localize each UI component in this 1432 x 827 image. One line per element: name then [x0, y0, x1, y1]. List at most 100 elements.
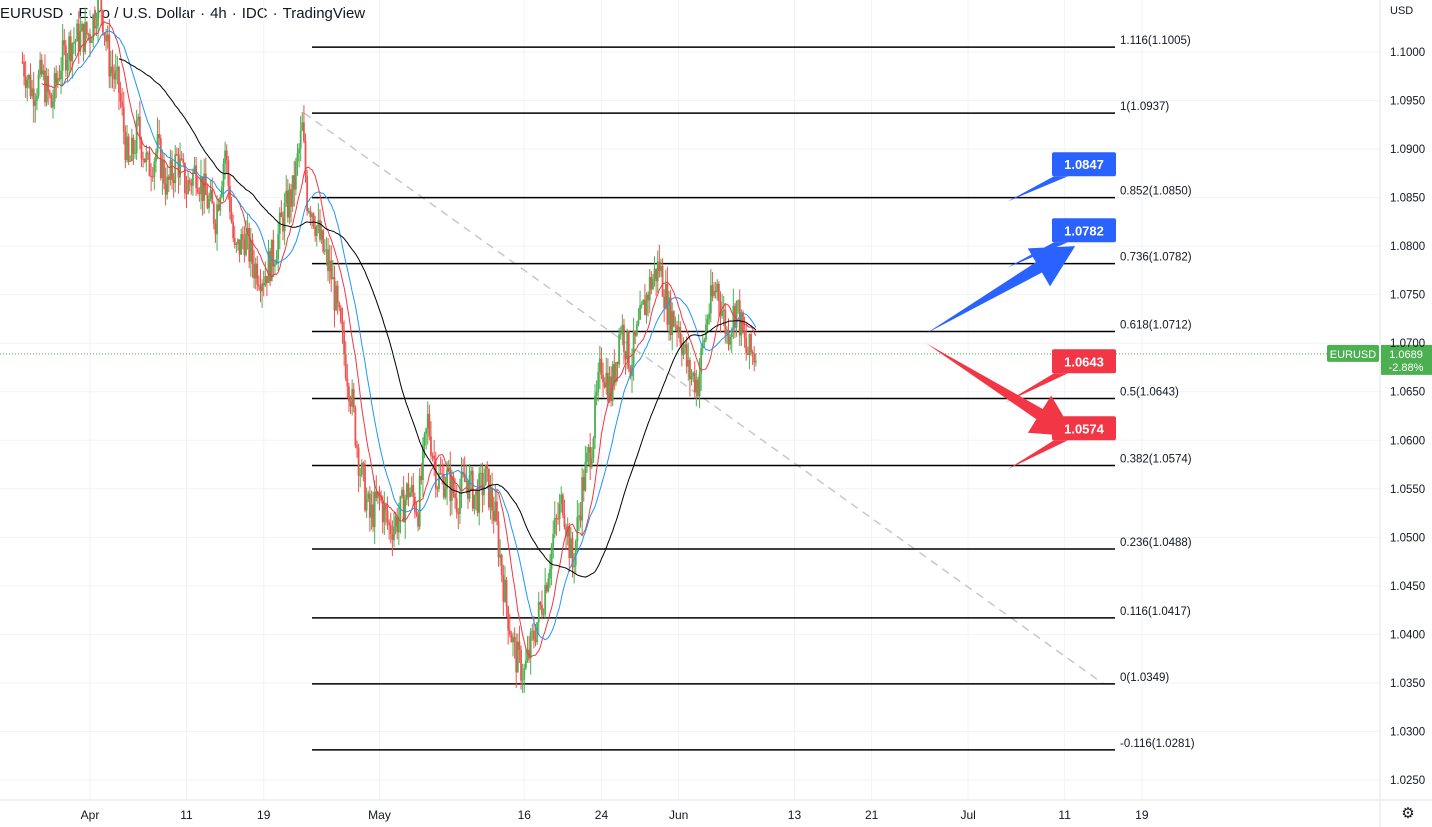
candle-body — [314, 226, 317, 236]
callout-label: 1.0782 — [1064, 223, 1104, 238]
fib-level-label: 1.116(1.1005) — [1120, 35, 1191, 47]
candle-body — [48, 91, 51, 95]
candle-body — [163, 159, 165, 184]
candle-body — [671, 311, 674, 336]
candle-body — [650, 276, 653, 290]
price-callouts[interactable]: 1.0847 1.0782 1.0643 1.0574 — [1005, 152, 1116, 470]
forecast-arrows[interactable] — [926, 246, 1076, 437]
candle-body — [505, 579, 508, 607]
candle-body — [558, 503, 561, 520]
gear-icon[interactable]: ⚙ — [1401, 805, 1415, 822]
candle-body — [360, 462, 363, 475]
candle-body — [499, 554, 502, 558]
candle-body — [153, 161, 156, 178]
candle-body — [428, 413, 431, 437]
candle-body — [732, 305, 735, 330]
candle-body — [542, 614, 545, 616]
candle-body — [520, 649, 522, 681]
price-tick-label: 1.0650 — [1390, 387, 1425, 399]
candle-body — [643, 299, 646, 316]
candle-body — [438, 473, 440, 489]
candle-body — [44, 70, 46, 103]
candle-body — [343, 329, 346, 355]
candle-body — [306, 176, 309, 212]
candle-body — [359, 474, 362, 476]
candle-body — [103, 32, 106, 36]
candle-body — [42, 70, 45, 75]
candle-body — [549, 568, 551, 579]
candle-body — [110, 66, 112, 77]
candle-body — [325, 249, 328, 251]
candle-body — [483, 485, 485, 496]
candle-body — [407, 483, 410, 497]
candle-body — [87, 33, 90, 35]
candle-body — [648, 276, 651, 301]
candle-body — [672, 311, 675, 327]
candle-body — [24, 76, 27, 88]
candle-body — [274, 264, 276, 267]
candle-body — [52, 101, 54, 108]
candle-body — [645, 294, 648, 316]
candle-body — [713, 290, 715, 297]
candle-body — [663, 296, 666, 309]
candle-body — [618, 334, 621, 365]
candle-body — [693, 372, 696, 393]
candle-body — [615, 362, 617, 383]
candle-body — [187, 180, 190, 194]
candle-body — [668, 297, 670, 325]
candle-body — [119, 93, 122, 102]
candle-body — [352, 389, 355, 408]
candle-body — [492, 510, 495, 521]
candle-body — [167, 176, 170, 180]
candle-body — [311, 213, 313, 217]
candle-body — [409, 492, 411, 497]
candle-body — [616, 362, 619, 365]
candle-body — [586, 452, 588, 462]
candle-body — [500, 554, 503, 575]
candle-body — [391, 534, 394, 540]
candle-body — [682, 347, 685, 355]
currency-label[interactable]: USD — [1390, 5, 1414, 17]
fibonacci-retracement[interactable]: 1.116(1.1005) 1(1.0937) 0.852(1.0850) 0.736… — [312, 35, 1195, 751]
price-axis[interactable]: 1.1000 1.0950 1.0900 1.0850 1.0800 1.0750 1.07… — [1379, 0, 1425, 827]
candle-body — [39, 59, 42, 75]
candle-body — [105, 35, 107, 42]
candle-body — [66, 59, 69, 71]
candle-body — [245, 233, 247, 256]
candle-body — [36, 95, 38, 101]
candle-body — [639, 305, 641, 320]
candle-body — [595, 391, 598, 396]
candle-body — [158, 134, 161, 139]
time-axis[interactable]: Apr 11 19 May 16 24 Jun 13 21 Jul 11 19 — [0, 799, 1432, 822]
symbol-label[interactable]: EURUSD — [0, 5, 64, 22]
price-badge — [1381, 344, 1432, 375]
candle-body — [182, 159, 185, 164]
candle-body — [420, 475, 423, 481]
callout-pointer — [1007, 176, 1068, 202]
candle-body — [568, 526, 571, 559]
candle-body — [703, 339, 706, 343]
candle-body — [92, 14, 95, 41]
candle-body — [301, 122, 304, 131]
candle-body — [740, 312, 743, 336]
candle-body — [714, 290, 717, 293]
candle-body — [357, 447, 360, 476]
candle-body — [473, 494, 476, 509]
candle-body — [296, 153, 299, 162]
candle-body — [61, 40, 64, 71]
candle-body — [561, 494, 564, 515]
price-tick-label: 1.1000 — [1390, 47, 1425, 59]
candle-body — [291, 175, 294, 207]
candle-body — [680, 342, 683, 355]
candle-body — [460, 471, 463, 493]
candle-body — [518, 641, 521, 650]
interval-label[interactable]: 4h — [210, 5, 227, 22]
candle-body — [246, 228, 249, 234]
candle-body — [27, 75, 30, 80]
candle-body — [203, 173, 206, 201]
candle-body — [220, 186, 223, 197]
candle-body — [405, 483, 408, 500]
candle-body — [32, 88, 35, 106]
fib-level-label: 0.116(1.0417) — [1120, 606, 1191, 618]
